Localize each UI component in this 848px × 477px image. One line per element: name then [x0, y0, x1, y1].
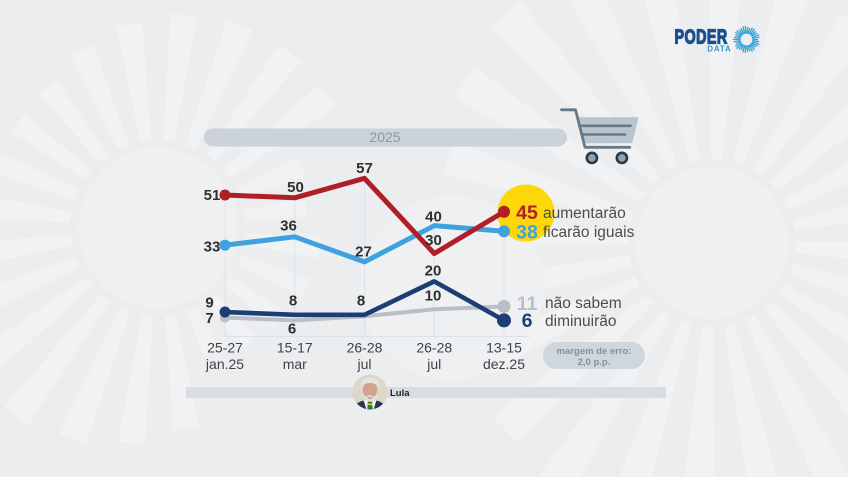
svg-text:30: 30	[425, 232, 442, 249]
svg-text:6: 6	[522, 310, 533, 332]
svg-text:13-15: 13-15	[486, 340, 522, 356]
svg-text:2025: 2025	[369, 129, 400, 145]
svg-text:10: 10	[425, 288, 442, 305]
svg-text:9: 9	[205, 295, 213, 312]
svg-text:jul: jul	[426, 356, 441, 372]
svg-text:não sabem: não sabem	[545, 295, 622, 312]
svg-text:33: 33	[204, 239, 221, 256]
svg-text:27: 27	[355, 244, 372, 261]
svg-text:11: 11	[517, 293, 538, 315]
svg-text:margem de erro:: margem de erro:	[557, 346, 632, 357]
svg-text:8: 8	[289, 293, 297, 310]
svg-text:DATA: DATA	[707, 44, 731, 53]
svg-text:PODER: PODER	[675, 25, 728, 48]
svg-text:38: 38	[516, 222, 538, 244]
svg-text:dez.25: dez.25	[483, 356, 525, 372]
svg-text:mar: mar	[283, 356, 307, 372]
svg-text:ficarão iguais: ficarão iguais	[543, 224, 635, 241]
svg-text:7: 7	[205, 310, 213, 327]
svg-text:Lula: Lula	[390, 388, 410, 399]
svg-text:26-28: 26-28	[416, 340, 452, 356]
svg-text:26-28: 26-28	[347, 340, 383, 356]
svg-text:36: 36	[280, 218, 297, 235]
svg-text:jan.25: jan.25	[205, 356, 244, 372]
svg-text:6: 6	[288, 321, 296, 338]
svg-text:45: 45	[516, 202, 538, 224]
svg-text:57: 57	[356, 160, 373, 177]
svg-text:diminuirão: diminuirão	[545, 313, 617, 330]
svg-text:8: 8	[357, 293, 365, 310]
svg-text:40: 40	[425, 209, 442, 226]
svg-text:15-17: 15-17	[277, 340, 313, 356]
svg-text:50: 50	[287, 179, 304, 196]
svg-text:20: 20	[425, 263, 442, 280]
svg-text:51: 51	[204, 187, 221, 204]
svg-text:aumentarão: aumentarão	[543, 205, 626, 222]
svg-text:2,0 p.p.: 2,0 p.p.	[578, 357, 611, 368]
svg-text:jul: jul	[356, 356, 371, 372]
svg-text:25-27: 25-27	[207, 340, 243, 356]
